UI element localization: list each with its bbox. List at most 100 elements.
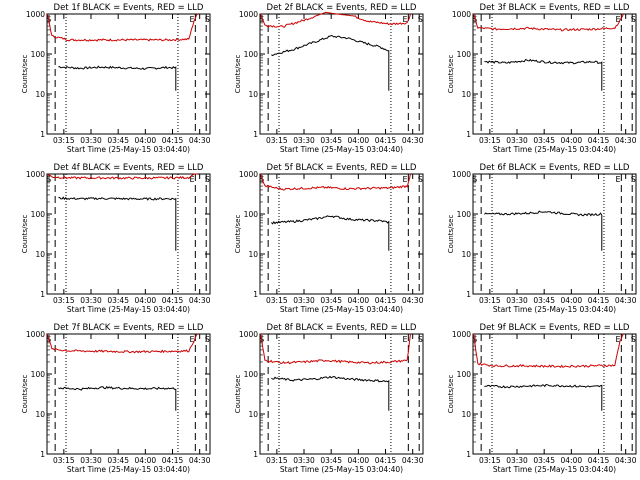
chart-title: Det 5f BLACK = Events, RED = LLD [267, 163, 417, 173]
x-tick-label: 03:30 [293, 136, 315, 145]
x-tick-label: 04:30 [189, 136, 211, 145]
y-axis-label: Counts/sec [234, 55, 242, 94]
event-marker-s: S [205, 335, 210, 344]
y-axis-label: Counts/sec [234, 375, 242, 414]
x-tick-label: 04:00 [348, 456, 370, 465]
y-tick-label: 10 [35, 250, 45, 259]
series-events-line [484, 383, 603, 411]
plot-frame [472, 333, 637, 455]
x-tick-label: 03:15 [266, 136, 288, 145]
x-tick-label: 03:30 [80, 456, 102, 465]
event-marker-s: S [472, 175, 477, 184]
y-tick-label: 100 [31, 370, 46, 379]
event-marker-s: S [418, 335, 423, 344]
event-marker-e: E [616, 15, 621, 24]
series-lld-line [473, 13, 624, 32]
y-tick-label: 1000 [452, 330, 471, 339]
series-lld-line [47, 13, 198, 42]
event-marker-e: E [190, 175, 195, 184]
x-axis-label: Start Time (25-May-15 03:04:40) [280, 145, 403, 154]
y-tick-label: 1 [466, 130, 471, 139]
event-marker-s: S [418, 15, 423, 24]
y-tick-label: 100 [31, 50, 46, 59]
y-axis-label: Counts/sec [21, 375, 29, 414]
plot-frame [472, 13, 637, 135]
y-axis-label: Counts/sec [447, 375, 455, 414]
x-axis-label: Start Time (25-May-15 03:04:40) [280, 305, 403, 314]
x-axis-label: Start Time (25-May-15 03:04:40) [67, 305, 190, 314]
y-axis-label: Counts/sec [21, 55, 29, 94]
x-axis-label: Start Time (25-May-15 03:04:40) [67, 465, 190, 474]
y-tick-label: 1 [466, 290, 471, 299]
y-tick-label: 1 [253, 130, 258, 139]
series-events-line [271, 375, 390, 411]
x-tick-label: 04:30 [615, 456, 637, 465]
event-marker-s: S [46, 175, 51, 184]
series-lld-line [47, 173, 198, 180]
series-events-line [58, 196, 177, 251]
event-marker-s: S [259, 15, 264, 24]
y-tick-label: 10 [461, 410, 471, 419]
y-axis-label: Counts/sec [447, 55, 455, 94]
y-tick-label: 10 [461, 250, 471, 259]
x-tick-label: 03:30 [506, 136, 528, 145]
y-tick-label: 10 [35, 410, 45, 419]
x-tick-label: 04:00 [561, 296, 583, 305]
x-tick-label: 04:15 [375, 136, 397, 145]
x-axis-label: Start Time (25-May-15 03:04:40) [280, 465, 403, 474]
chart-title: Det 9f BLACK = Events, RED = LLD [480, 323, 630, 333]
chart-panel-3: Det 3f BLACK = Events, RED = LLD 1000 100 1… [447, 3, 637, 154]
y-tick-label: 1 [40, 450, 45, 459]
x-axis-label: Start Time (25-May-15 03:04:40) [493, 145, 616, 154]
x-tick-label: 03:45 [320, 456, 342, 465]
x-tick-label: 03:45 [533, 136, 555, 145]
plot-frame [46, 13, 211, 135]
x-axis-label: Start Time (25-May-15 03:04:40) [493, 465, 616, 474]
y-axis-label: Counts/sec [234, 215, 242, 254]
y-tick-label: 10 [35, 90, 45, 99]
y-tick-label: 100 [457, 370, 472, 379]
x-tick-label: 03:45 [107, 296, 129, 305]
x-tick-label: 03:30 [506, 456, 528, 465]
y-tick-label: 1000 [452, 10, 471, 19]
y-tick-label: 100 [457, 210, 472, 219]
plot-frame [259, 13, 424, 135]
x-axis-label: Start Time (25-May-15 03:04:40) [67, 145, 190, 154]
chart-panel-7: Det 7f BLACK = Events, RED = LLD 1000 100 1… [21, 323, 211, 474]
x-tick-label: 04:00 [348, 296, 370, 305]
y-tick-label: 1000 [26, 170, 45, 179]
series-events-line [484, 58, 603, 91]
chart-panel-2: Det 2f BLACK = Events, RED = LLD 1000 100 1… [234, 3, 424, 154]
series-lld-line [260, 333, 411, 365]
event-marker-s: S [205, 175, 210, 184]
x-tick-label: 04:15 [375, 456, 397, 465]
y-tick-label: 1000 [26, 10, 45, 19]
x-tick-label: 04:00 [135, 296, 157, 305]
y-tick-label: 10 [248, 410, 258, 419]
plot-frame [472, 173, 637, 295]
event-marker-s: S [631, 15, 636, 24]
x-tick-label: 04:30 [189, 296, 211, 305]
chart-panel-1: Det 1f BLACK = Events, RED = LLD 1000 100 1… [21, 3, 211, 154]
event-marker-e: E [190, 335, 195, 344]
x-tick-label: 04:30 [402, 296, 424, 305]
y-axis-label: Counts/sec [21, 215, 29, 254]
y-tick-label: 10 [461, 90, 471, 99]
chart-title: Det 3f BLACK = Events, RED = LLD [480, 3, 630, 13]
y-axis-label: Counts/sec [447, 215, 455, 254]
chart-title: Det 6f BLACK = Events, RED = LLD [480, 163, 630, 173]
x-tick-label: 03:45 [320, 136, 342, 145]
x-tick-label: 04:30 [189, 456, 211, 465]
x-axis-label: Start Time (25-May-15 03:04:40) [493, 305, 616, 314]
plot-frame [46, 333, 211, 455]
x-tick-label: 04:00 [348, 136, 370, 145]
x-tick-label: 03:30 [506, 296, 528, 305]
chart-title: Det 7f BLACK = Events, RED = LLD [54, 323, 204, 333]
x-tick-label: 03:15 [53, 296, 75, 305]
x-tick-label: 03:30 [293, 296, 315, 305]
x-tick-label: 03:15 [479, 136, 501, 145]
chart-title: Det 4f BLACK = Events, RED = LLD [54, 163, 204, 173]
x-tick-label: 04:15 [588, 136, 610, 145]
y-tick-label: 1000 [239, 330, 258, 339]
